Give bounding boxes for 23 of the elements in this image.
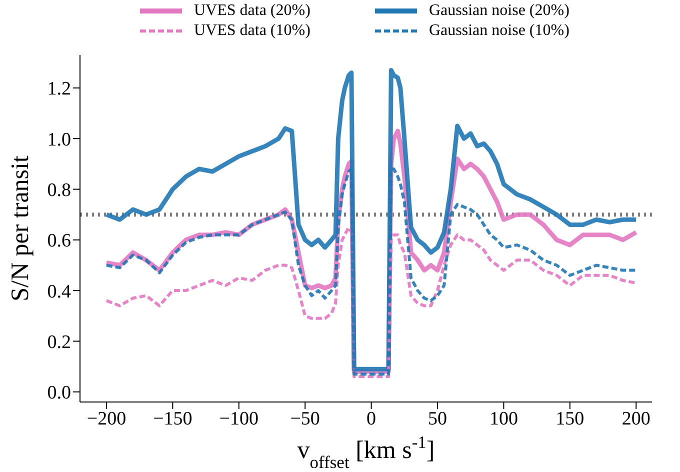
x-tick-label: 100 <box>489 408 518 430</box>
y-tick-label: 0.6 <box>47 230 71 252</box>
x-tick-label: 50 <box>428 408 447 430</box>
legend-label: Gaussian noise (20%) <box>429 2 570 20</box>
x-tick-label: −150 <box>153 408 192 430</box>
x-tick-label: −200 <box>86 408 126 430</box>
y-tick-label: 0.0 <box>47 382 71 404</box>
legend-label: UVES data (20%) <box>194 2 310 20</box>
x-tick-label: 200 <box>622 408 650 430</box>
x-tick-label: −100 <box>219 408 258 430</box>
x-tick-label: −50 <box>290 408 320 430</box>
y-tick-label: 0.4 <box>47 281 72 302</box>
y-axis-title: S/N per transit <box>6 156 34 302</box>
y-tick-label: 0.2 <box>47 332 71 353</box>
line-series <box>104 68 638 372</box>
y-tick-label: 1.0 <box>47 129 71 150</box>
x-tick-label: 0 <box>366 408 376 430</box>
legend-label: UVES data (10%) <box>194 22 310 40</box>
x-axis-title: v$_{offset}$ [km s$^{-1}$] <box>297 432 435 472</box>
y-tick-label: 0.8 <box>47 180 71 201</box>
x-tick-label: 150 <box>556 408 584 430</box>
legend-label: Gaussian noise (10%) <box>429 22 570 40</box>
y-tick-label: 1.2 <box>47 78 71 100</box>
